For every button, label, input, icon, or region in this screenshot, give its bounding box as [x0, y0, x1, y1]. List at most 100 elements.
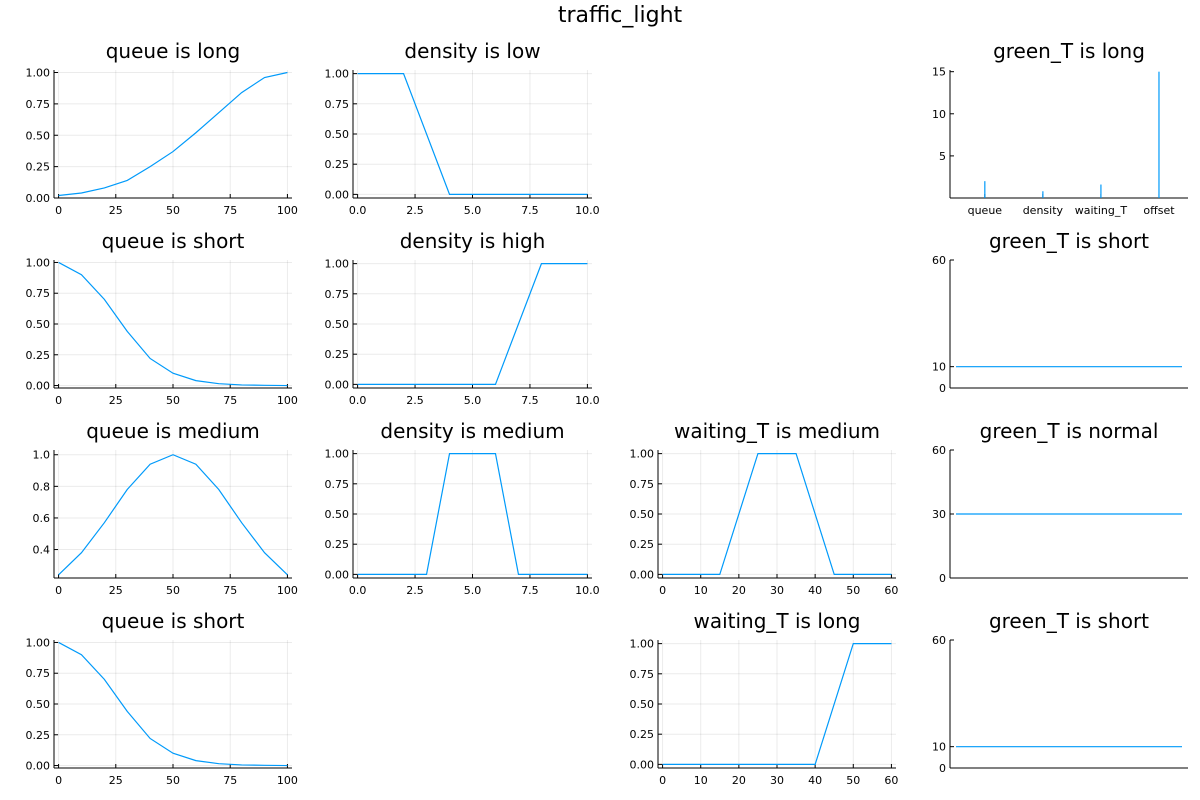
chart-green-short-1: green_T is short 0 10 60: [932, 229, 1188, 395]
chart-title: queue is short: [102, 609, 245, 633]
x-tick-label: 60: [884, 774, 898, 787]
y-tick-label: 0: [939, 382, 946, 395]
x-tick-label: 60: [884, 584, 898, 597]
chart-title: waiting_T is long: [693, 609, 860, 633]
chart-title: green_T is normal: [980, 419, 1159, 443]
series-line: [58, 641, 288, 767]
x-tick-label: 10.0: [575, 394, 600, 407]
y-tick-label: 1.00: [26, 636, 51, 649]
x-tick-label: 10.0: [575, 204, 600, 217]
y-tick-label: 0.75: [325, 98, 350, 111]
y-tick-label: 0.00: [630, 568, 655, 581]
y-tick-label: 1.00: [325, 258, 350, 271]
y-tick-label: 0.00: [26, 760, 51, 773]
x-tick-label: 10.0: [575, 584, 600, 597]
chart-title: green_T is short: [989, 609, 1149, 633]
y-tick-label: 0.50: [630, 508, 655, 521]
y-tick-label: 0.75: [630, 478, 655, 491]
x-tick-label: 0: [55, 204, 62, 217]
series-line: [357, 73, 588, 195]
chart-queue-short-1: queue is short 0.00 0.25 0.50 0.75 1.00 0 25 50 7…: [26, 229, 298, 407]
y-tick-label: 0.00: [325, 188, 350, 201]
y-tick-label: 0.75: [26, 98, 51, 111]
chart-title: green_T is short: [989, 229, 1149, 253]
y-tick-label: 0.25: [325, 348, 350, 361]
x-tick-label: 25: [109, 584, 123, 597]
series-line: [357, 263, 588, 385]
y-tick-label: 0.00: [630, 758, 655, 771]
y-tick-label: 0.75: [26, 667, 51, 680]
chart-density-low: density is low 0.00 0.25 0.50 0.75 1.00 0.0 2.5…: [325, 39, 600, 217]
x-tick-label: 0.0: [349, 394, 367, 407]
x-tick-label: 0: [659, 774, 666, 787]
y-tick-label: 1.0: [33, 449, 51, 462]
x-tick-label: density: [1023, 204, 1064, 217]
chart-green-normal: green_T is normal 0 30 60: [932, 419, 1188, 585]
y-tick-label: 60: [932, 444, 946, 457]
y-tick-label: 0.50: [325, 508, 350, 521]
x-tick-label: 75: [223, 394, 237, 407]
x-tick-label: 7.5: [521, 204, 539, 217]
x-tick-label: 100: [277, 204, 298, 217]
y-tick-label: 1.00: [26, 256, 51, 269]
chart-green-long: green_T is long 5 10 15 queue density waiting_…: [932, 39, 1188, 217]
x-tick-label: 20: [732, 584, 746, 597]
y-tick-label: 0.75: [26, 287, 51, 300]
y-tick-label: 0.25: [26, 161, 51, 174]
y-tick-label: 0.75: [325, 288, 350, 301]
x-tick-label: 50: [166, 394, 180, 407]
x-tick-label: 2.5: [406, 204, 424, 217]
x-tick-label: 7.5: [521, 394, 539, 407]
x-tick-label: 75: [223, 204, 237, 217]
x-tick-label: 0.0: [349, 204, 367, 217]
x-tick-label: 75: [223, 584, 237, 597]
chart-title: density is low: [404, 39, 540, 63]
x-tick-label: 40: [808, 774, 822, 787]
chart-green-short-2: green_T is short 0 10 60: [932, 609, 1188, 775]
y-tick-label: 0.00: [325, 568, 350, 581]
x-tick-label: 0: [659, 584, 666, 597]
series-line: [662, 643, 892, 765]
x-tick-label: waiting_T: [1075, 204, 1128, 217]
y-tick-label: 15: [932, 66, 946, 79]
x-tick-label: 30: [770, 584, 784, 597]
y-tick-label: 10: [932, 108, 946, 121]
y-tick-label: 0.25: [26, 349, 51, 362]
y-tick-label: 0.50: [26, 318, 51, 331]
y-tick-label: 1.00: [630, 448, 655, 461]
chart-title: queue is long: [106, 39, 241, 63]
y-tick-label: 10: [932, 361, 946, 374]
chart-title: waiting_T is medium: [674, 419, 880, 443]
x-tick-label: 30: [770, 774, 784, 787]
x-tick-label: 0: [55, 774, 62, 787]
y-tick-label: 0.25: [630, 728, 655, 741]
chart-waiting-long: waiting_T is long 0.00 0.25 0.50 0.75 1.00 0 10…: [630, 609, 899, 787]
y-tick-label: 1.00: [26, 67, 51, 80]
x-tick-label: 2.5: [406, 584, 424, 597]
y-tick-label: 0.6: [33, 512, 51, 525]
y-tick-label: 5: [939, 150, 946, 163]
x-tick-label: 25: [109, 774, 123, 787]
x-tick-label: 0: [55, 394, 62, 407]
x-tick-label: 7.5: [521, 584, 539, 597]
x-tick-label: 50: [166, 204, 180, 217]
chart-title: density is high: [400, 229, 546, 253]
x-tick-label: 50: [166, 774, 180, 787]
x-tick-label: 50: [846, 584, 860, 597]
y-tick-label: 0.00: [325, 378, 350, 391]
x-tick-label: queue: [968, 204, 1003, 217]
y-tick-label: 60: [932, 634, 946, 647]
y-tick-label: 0.25: [325, 538, 350, 551]
x-tick-label: 75: [223, 774, 237, 787]
y-tick-label: 0.00: [26, 192, 51, 205]
y-tick-label: 0.50: [325, 128, 350, 141]
x-tick-label: 25: [109, 204, 123, 217]
x-tick-label: 25: [109, 394, 123, 407]
y-tick-label: 0.00: [26, 380, 51, 393]
x-tick-label: 40: [808, 584, 822, 597]
x-tick-label: 100: [277, 774, 298, 787]
y-tick-label: 0.50: [630, 698, 655, 711]
series-line: [662, 453, 892, 575]
y-tick-label: 1.00: [630, 638, 655, 651]
